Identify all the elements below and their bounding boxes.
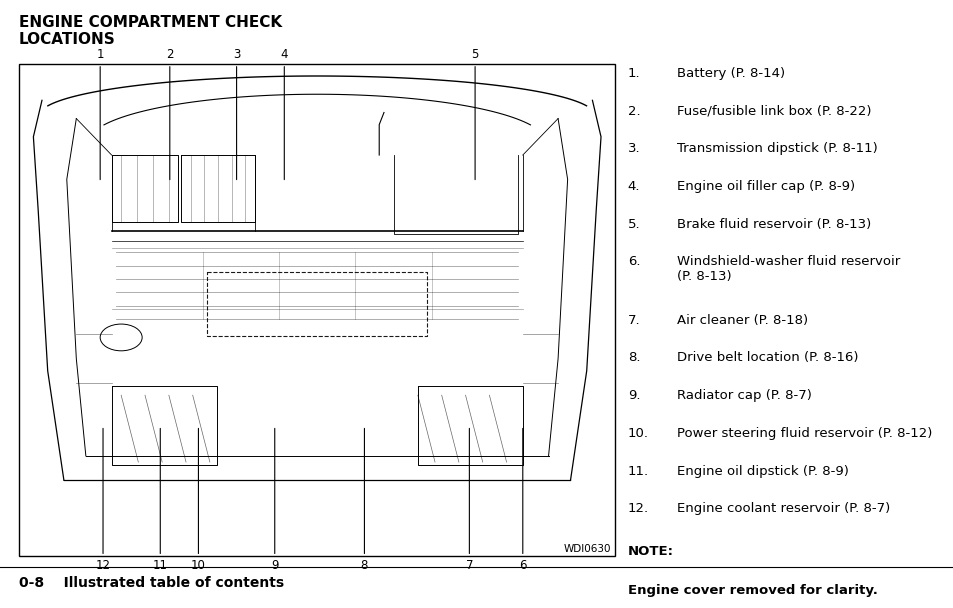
Text: 8.: 8. xyxy=(627,351,639,364)
Text: Engine coolant reservoir (P. 8-7): Engine coolant reservoir (P. 8-7) xyxy=(677,502,890,515)
Text: 10.: 10. xyxy=(627,427,648,440)
Text: Battery (P. 8-14): Battery (P. 8-14) xyxy=(677,67,784,80)
Text: Engine oil dipstick (P. 8-9): Engine oil dipstick (P. 8-9) xyxy=(677,465,848,477)
Text: 2.: 2. xyxy=(627,105,639,117)
Text: 9.: 9. xyxy=(627,389,639,402)
Text: 7.: 7. xyxy=(627,314,639,326)
Text: LOCATIONS: LOCATIONS xyxy=(19,32,115,47)
Text: 8: 8 xyxy=(360,559,368,572)
Text: 12: 12 xyxy=(95,559,111,572)
Text: 4.: 4. xyxy=(627,180,639,193)
Text: Brake fluid reservoir (P. 8-13): Brake fluid reservoir (P. 8-13) xyxy=(677,218,871,230)
Text: Transmission dipstick (P. 8-11): Transmission dipstick (P. 8-11) xyxy=(677,142,877,155)
Text: Power steering fluid reservoir (P. 8-12): Power steering fluid reservoir (P. 8-12) xyxy=(677,427,932,440)
Text: 10: 10 xyxy=(191,559,206,572)
Text: Drive belt location (P. 8-16): Drive belt location (P. 8-16) xyxy=(677,351,858,364)
Text: 5: 5 xyxy=(471,48,478,61)
Text: 3.: 3. xyxy=(627,142,639,155)
Text: 7: 7 xyxy=(465,559,473,572)
Text: NOTE:: NOTE: xyxy=(627,545,673,558)
Text: Engine cover removed for clarity.: Engine cover removed for clarity. xyxy=(627,584,877,598)
Text: Fuse/fusible link box (P. 8-22): Fuse/fusible link box (P. 8-22) xyxy=(677,105,871,117)
Text: 11: 11 xyxy=(152,559,168,572)
Text: 6: 6 xyxy=(518,559,526,572)
Bar xyxy=(19,64,615,556)
Text: 1.: 1. xyxy=(627,67,639,80)
Text: 5.: 5. xyxy=(627,218,639,230)
Text: Windshield-washer fluid reservoir
(P. 8-13): Windshield-washer fluid reservoir (P. 8-… xyxy=(677,255,900,283)
Text: 11.: 11. xyxy=(627,465,648,477)
Text: Air cleaner (P. 8-18): Air cleaner (P. 8-18) xyxy=(677,314,807,326)
Text: 3: 3 xyxy=(233,48,240,61)
Text: 12.: 12. xyxy=(627,502,648,515)
Text: ENGINE COMPARTMENT CHECK: ENGINE COMPARTMENT CHECK xyxy=(19,15,282,30)
Text: 0-8    Illustrated table of contents: 0-8 Illustrated table of contents xyxy=(19,576,284,590)
Text: WDI0630: WDI0630 xyxy=(563,544,611,554)
Text: 6.: 6. xyxy=(627,255,639,268)
Text: 4: 4 xyxy=(280,48,288,61)
Text: 2: 2 xyxy=(166,48,173,61)
Text: Engine oil filler cap (P. 8-9): Engine oil filler cap (P. 8-9) xyxy=(677,180,855,193)
Text: Radiator cap (P. 8-7): Radiator cap (P. 8-7) xyxy=(677,389,811,402)
Text: 9: 9 xyxy=(271,559,278,572)
Text: 1: 1 xyxy=(96,48,104,61)
